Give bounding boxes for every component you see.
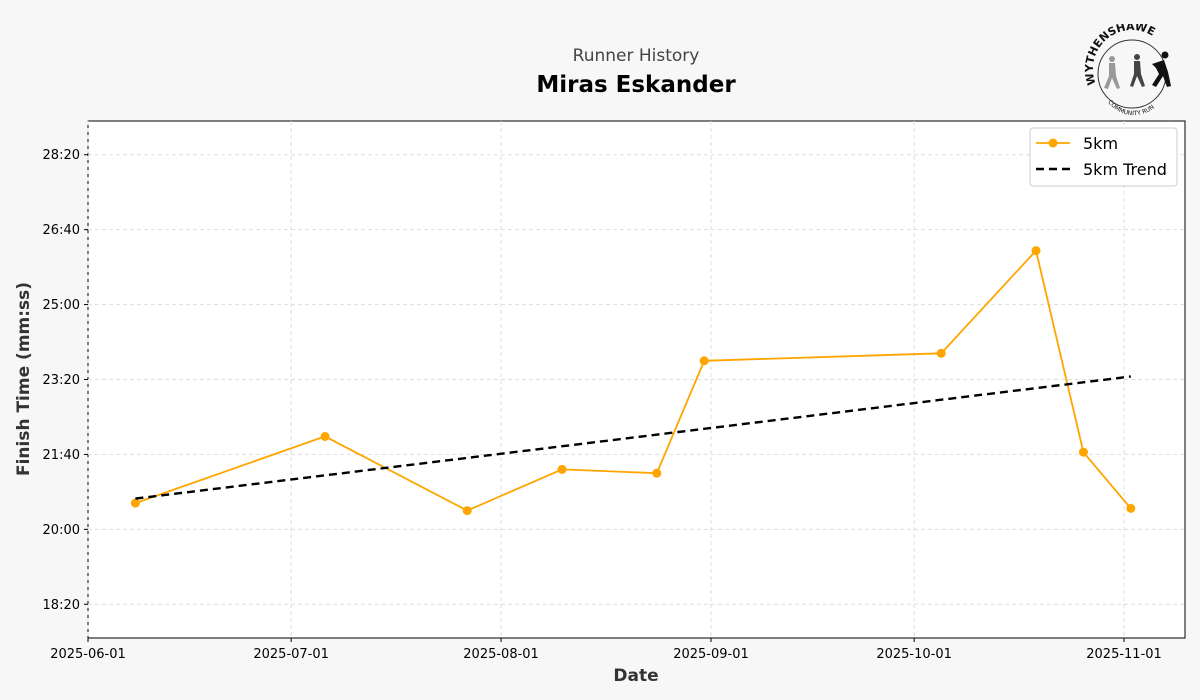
runner-icon-grey	[1104, 56, 1120, 89]
legend: 5km 5km Trend	[1029, 127, 1178, 187]
data-point	[936, 348, 946, 358]
series-line	[135, 248, 1132, 512]
y-tick-label: 20:00	[43, 523, 80, 538]
x-tick-label: 2025-07-01	[253, 647, 329, 662]
data-point	[557, 464, 567, 474]
y-tick-label: 25:00	[43, 298, 80, 313]
y-axis-ticks: 18:20 20:00 21:40 23:20 25:00 26:40 28:20	[43, 148, 88, 613]
runner-icon-dark	[1130, 54, 1145, 87]
legend-label: 5km Trend	[1083, 160, 1167, 179]
chart-header: Runner History Miras Eskander	[0, 0, 1200, 120]
data-point	[652, 468, 662, 478]
x-tick-label: 2025-10-01	[876, 647, 952, 662]
runner-icon-black	[1152, 51, 1171, 87]
trend-line	[135, 375, 1131, 500]
y-tick-label: 23:20	[43, 373, 80, 388]
y-axis-label: Finish Time (mm:ss)	[14, 282, 34, 476]
series-layer	[130, 246, 1136, 516]
y-tick-label: 26:40	[43, 223, 80, 238]
y-tick-label: 18:20	[43, 598, 80, 613]
data-point	[1078, 447, 1088, 457]
y-tick-label: 21:40	[43, 448, 80, 463]
x-tick-label: 2025-11-01	[1086, 647, 1162, 662]
data-point	[130, 498, 140, 508]
data-point	[1126, 503, 1136, 513]
legend-marker	[1048, 138, 1058, 148]
x-axis-ticks: 2025-06-01 2025-07-01 2025-08-01 2025-09-01…	[50, 638, 1162, 662]
x-tick-label: 2025-08-01	[463, 647, 539, 662]
wythenshawe-logo: WYTHENSHAWE COMMUNITY RUN	[1083, 24, 1171, 117]
chart-subtitle: Runner History	[572, 46, 700, 66]
data-point	[699, 356, 709, 366]
x-tick-label: 2025-09-01	[673, 647, 749, 662]
data-point	[1031, 246, 1041, 256]
grid-lines	[87, 121, 1185, 638]
x-axis-label: Date	[613, 666, 658, 686]
data-point	[462, 506, 472, 516]
chart-title: Miras Eskander	[536, 72, 736, 98]
x-tick-label: 2025-06-01	[50, 647, 126, 662]
y-tick-label: 28:20	[43, 148, 80, 163]
data-point	[320, 431, 330, 441]
legend-label: 5km	[1083, 134, 1118, 153]
